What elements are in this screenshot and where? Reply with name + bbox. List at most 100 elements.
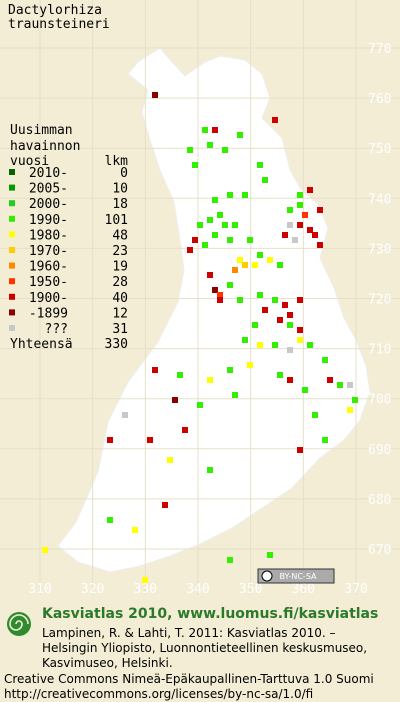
observation-square — [267, 552, 273, 558]
observation-square — [132, 527, 138, 533]
legend-swatch — [9, 215, 15, 222]
logo — [7, 612, 31, 636]
observation-square — [262, 307, 268, 313]
observation-square — [237, 257, 243, 263]
footer-heading: Kasviatlas 2010, www.luomus.fi/kasviatla… — [42, 606, 378, 622]
observation-square — [122, 412, 128, 418]
legend-swatch — [9, 247, 15, 253]
y-tick-label: 740 — [368, 192, 391, 207]
observation-square — [267, 257, 273, 263]
observation-square — [42, 547, 48, 553]
observation-square — [187, 247, 193, 253]
x-tick-label: 360 — [292, 582, 315, 597]
observation-square — [307, 342, 313, 348]
legend-count: 48 — [112, 228, 128, 243]
legend-label: ??? — [45, 322, 68, 337]
observation-square — [232, 267, 238, 273]
legend-swatch — [9, 293, 15, 300]
legend-label: 1960- — [29, 260, 68, 275]
observation-square — [247, 237, 253, 243]
legend-header: Uusimman — [10, 123, 73, 138]
observation-square — [202, 242, 208, 248]
observation-square — [192, 162, 198, 168]
legend-label: 2010- — [29, 166, 68, 181]
x-tick-label: 370 — [344, 582, 367, 597]
y-tick-label: 760 — [368, 92, 391, 107]
observation-square — [327, 377, 333, 383]
y-tick-label: 720 — [368, 293, 391, 308]
legend-count: 28 — [112, 275, 128, 290]
observation-square — [152, 367, 158, 373]
legend-swatch — [9, 169, 15, 175]
legend-label: 1990- — [29, 213, 68, 228]
legend-label: 1950- — [29, 275, 68, 290]
legend-count: 40 — [112, 291, 128, 306]
observation-square — [307, 187, 313, 193]
observation-square — [272, 342, 278, 348]
observation-square — [227, 192, 233, 198]
observation-square — [287, 222, 293, 228]
observation-square — [182, 427, 188, 433]
observation-square — [347, 407, 353, 413]
observation-square — [282, 232, 288, 238]
observation-square — [192, 237, 198, 243]
observation-square — [227, 367, 233, 373]
observation-square — [242, 337, 248, 343]
citation: Kasvimuseo, Helsinki. — [42, 656, 173, 670]
y-tick-label: 730 — [368, 242, 391, 257]
observation-square — [222, 222, 228, 228]
observation-square — [227, 282, 233, 288]
legend-header: havainnon — [10, 139, 80, 154]
observation-square — [297, 337, 303, 343]
legend-count: 10 — [112, 182, 128, 197]
observation-square — [147, 437, 153, 443]
citation: Helsingin Yliopisto, Luonnontieteellinen… — [42, 641, 367, 655]
observation-square — [107, 517, 113, 523]
observation-square — [302, 212, 308, 218]
observation-square — [272, 297, 278, 303]
observation-square — [312, 232, 318, 238]
observation-square — [247, 362, 253, 368]
observation-square — [257, 162, 263, 168]
observation-square — [227, 557, 233, 563]
y-tick-label: 750 — [368, 142, 391, 157]
observation-square — [252, 262, 258, 268]
legend-header: lkm — [105, 154, 129, 169]
observation-square — [287, 207, 293, 213]
observation-square — [262, 177, 268, 183]
legend-swatch — [9, 184, 15, 191]
observation-square — [297, 447, 303, 453]
legend-count: 23 — [112, 244, 128, 259]
license: Creative Commons Nimeä-Epäkaupallinen-Ta… — [4, 672, 374, 686]
observation-square — [212, 232, 218, 238]
legend-header: vuosi — [10, 154, 49, 169]
legend-label: 1900- — [29, 291, 68, 306]
x-tick-label: 350 — [239, 582, 262, 597]
observation-square — [107, 437, 113, 443]
legend-label: 1980- — [29, 228, 68, 243]
observation-square — [257, 292, 263, 298]
observation-square — [287, 312, 293, 318]
observation-square — [252, 322, 258, 328]
observation-square — [217, 292, 223, 298]
legend-count: 12 — [112, 306, 128, 321]
legend-label: -1899 — [29, 306, 68, 321]
observation-square — [312, 412, 318, 418]
legend-count: 18 — [112, 197, 128, 212]
logo-spiral — [9, 614, 29, 631]
observation-square — [317, 242, 323, 248]
observation-square — [297, 327, 303, 333]
badge-box — [257, 568, 335, 584]
observation-square — [337, 382, 343, 388]
observation-square — [322, 437, 328, 443]
observation-square — [212, 197, 218, 203]
observation-square — [162, 502, 168, 508]
observation-square — [282, 302, 288, 308]
legend-swatch — [9, 309, 15, 316]
legend-total: 330 — [105, 337, 128, 352]
observation-square — [347, 382, 353, 388]
observation-square — [237, 132, 243, 138]
badge-text: BY-NC-SA — [279, 572, 317, 581]
observation-square — [242, 192, 248, 198]
citation: Lampinen, R. & Lahti, T. 2011: Kasviatla… — [42, 626, 336, 640]
